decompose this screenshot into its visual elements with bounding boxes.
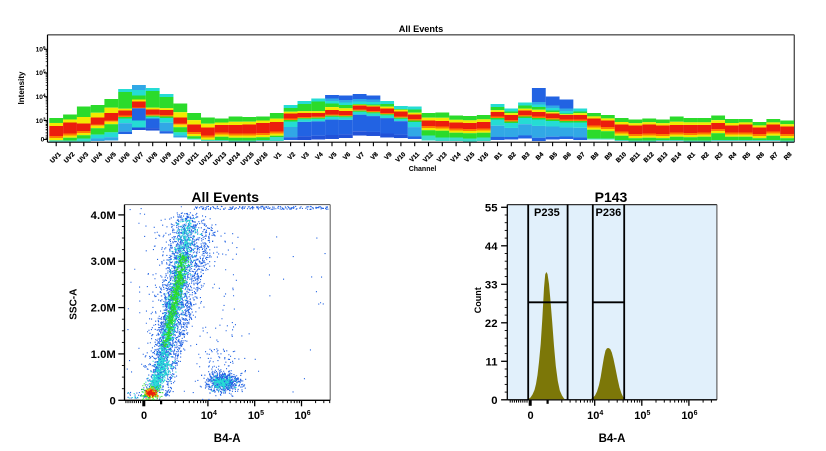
svg-text:UV5: UV5 — [104, 151, 118, 165]
svg-text:V5: V5 — [328, 151, 339, 162]
svg-text:0: 0 — [141, 410, 147, 422]
svg-text:B2: B2 — [507, 151, 518, 162]
svg-text:106: 106 — [295, 410, 311, 422]
svg-text:UV14: UV14 — [226, 151, 242, 167]
svg-text:V1: V1 — [273, 151, 284, 162]
svg-text:105: 105 — [634, 410, 650, 422]
svg-text:V7: V7 — [356, 151, 367, 162]
svg-text:UV11: UV11 — [185, 151, 201, 167]
svg-text:V16: V16 — [477, 151, 490, 164]
svg-text:P235: P235 — [534, 207, 560, 219]
svg-text:R8: R8 — [783, 151, 794, 162]
svg-text:105: 105 — [36, 69, 46, 78]
svg-text:0: 0 — [491, 395, 497, 407]
svg-text:2.0M: 2.0M — [91, 303, 116, 315]
svg-text:R1: R1 — [686, 151, 697, 162]
svg-text:UV13: UV13 — [212, 151, 228, 167]
svg-text:55: 55 — [485, 202, 498, 214]
svg-text:UV6: UV6 — [118, 151, 132, 165]
svg-text:V13: V13 — [436, 151, 449, 164]
svg-text:B11: B11 — [629, 151, 642, 164]
svg-text:R7: R7 — [769, 151, 780, 162]
svg-text:B7: B7 — [576, 151, 587, 162]
svg-text:B10: B10 — [615, 151, 628, 164]
svg-text:B14: B14 — [670, 151, 683, 164]
svg-text:B4-A: B4-A — [599, 433, 626, 445]
svg-text:V3: V3 — [300, 151, 311, 162]
svg-text:103: 103 — [36, 116, 46, 125]
svg-text:V12: V12 — [422, 151, 435, 164]
svg-text:Channel: Channel — [409, 166, 437, 173]
svg-text:3.0M: 3.0M — [91, 256, 116, 268]
svg-text:Intensity: Intensity — [17, 71, 26, 104]
svg-text:SSC-A: SSC-A — [68, 289, 79, 320]
svg-text:V10: V10 — [394, 151, 407, 164]
svg-text:UV16: UV16 — [253, 151, 269, 167]
svg-text:104: 104 — [201, 410, 217, 422]
svg-text:B3: B3 — [521, 151, 532, 162]
svg-text:P143: P143 — [595, 189, 628, 205]
svg-text:B6: B6 — [562, 151, 573, 162]
svg-text:B5: B5 — [548, 151, 559, 162]
svg-text:22: 22 — [485, 318, 498, 330]
svg-text:4.0M: 4.0M — [91, 210, 116, 222]
svg-text:P236: P236 — [596, 207, 622, 219]
svg-text:V9: V9 — [383, 151, 394, 162]
svg-text:B4-A: B4-A — [214, 433, 241, 445]
svg-text:UV3: UV3 — [77, 151, 91, 165]
svg-text:B12: B12 — [642, 151, 655, 164]
svg-text:R3: R3 — [714, 151, 725, 162]
svg-text:R5: R5 — [741, 151, 752, 162]
svg-text:UV2: UV2 — [63, 151, 77, 165]
svg-text:44: 44 — [485, 241, 498, 253]
svg-text:B4: B4 — [535, 151, 546, 162]
svg-text:UV1: UV1 — [49, 151, 63, 165]
svg-text:105: 105 — [248, 410, 264, 422]
svg-text:V2: V2 — [287, 151, 298, 162]
svg-text:UV15: UV15 — [240, 151, 256, 167]
svg-text:UV8: UV8 — [146, 151, 160, 165]
svg-text:All Events: All Events — [399, 24, 443, 34]
svg-text:B1: B1 — [493, 151, 504, 162]
svg-text:R2: R2 — [700, 151, 711, 162]
svg-text:0: 0 — [110, 395, 116, 407]
svg-text:1.0M: 1.0M — [91, 349, 116, 361]
svg-text:UV7: UV7 — [132, 151, 146, 165]
svg-text:All Events: All Events — [191, 189, 259, 205]
svg-text:V15: V15 — [463, 151, 476, 164]
svg-text:UV10: UV10 — [171, 151, 187, 167]
svg-text:B13: B13 — [656, 151, 669, 164]
svg-text:V14: V14 — [450, 151, 463, 164]
svg-text:UV4: UV4 — [90, 151, 104, 165]
svg-text:106: 106 — [36, 45, 46, 54]
svg-text:B8: B8 — [590, 151, 601, 162]
svg-text:33: 33 — [485, 279, 498, 291]
svg-text:UV12: UV12 — [198, 151, 214, 167]
svg-text:R6: R6 — [755, 151, 766, 162]
svg-text:0: 0 — [41, 137, 45, 144]
svg-text:B9: B9 — [604, 151, 615, 162]
svg-text:V6: V6 — [342, 151, 353, 162]
svg-text:V11: V11 — [408, 151, 421, 164]
svg-text:V8: V8 — [369, 151, 380, 162]
svg-text:0: 0 — [527, 410, 533, 422]
svg-text:104: 104 — [587, 410, 603, 422]
svg-text:R4: R4 — [728, 151, 739, 162]
svg-text:V4: V4 — [314, 151, 325, 162]
svg-text:106: 106 — [681, 410, 697, 422]
svg-text:11: 11 — [486, 356, 498, 368]
svg-text:Count: Count — [473, 287, 483, 313]
svg-text:104: 104 — [36, 93, 46, 102]
